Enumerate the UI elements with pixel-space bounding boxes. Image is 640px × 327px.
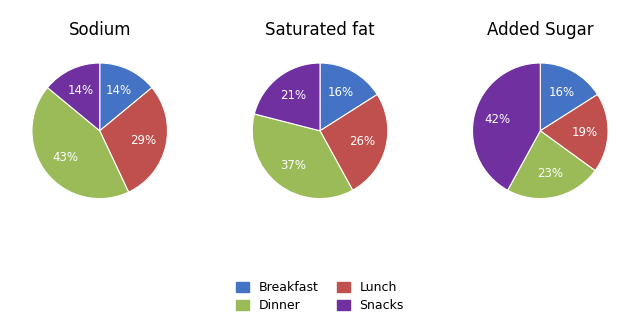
Text: 29%: 29%: [130, 134, 156, 147]
Wedge shape: [508, 131, 595, 198]
Text: 14%: 14%: [106, 84, 132, 97]
Wedge shape: [254, 63, 320, 131]
Wedge shape: [540, 63, 598, 131]
Title: Sodium: Sodium: [68, 21, 131, 39]
Text: 21%: 21%: [280, 90, 306, 102]
Text: 16%: 16%: [328, 86, 355, 99]
Wedge shape: [320, 95, 388, 190]
Text: 14%: 14%: [68, 84, 94, 97]
Wedge shape: [252, 114, 353, 198]
Wedge shape: [472, 63, 540, 190]
Title: Saturated fat: Saturated fat: [265, 21, 375, 39]
Wedge shape: [100, 88, 168, 192]
Text: 42%: 42%: [484, 113, 511, 126]
Wedge shape: [47, 63, 100, 131]
Text: 19%: 19%: [572, 126, 597, 139]
Text: 26%: 26%: [349, 135, 376, 148]
Wedge shape: [32, 88, 129, 198]
Text: 16%: 16%: [548, 86, 575, 99]
Wedge shape: [100, 63, 152, 131]
Title: Added Sugar: Added Sugar: [487, 21, 593, 39]
Text: 43%: 43%: [52, 151, 78, 164]
Text: 23%: 23%: [537, 167, 563, 180]
Wedge shape: [540, 95, 608, 171]
Wedge shape: [320, 63, 377, 131]
Text: 37%: 37%: [280, 159, 306, 172]
Legend: Breakfast, Dinner, Lunch, Snacks: Breakfast, Dinner, Lunch, Snacks: [231, 277, 409, 318]
